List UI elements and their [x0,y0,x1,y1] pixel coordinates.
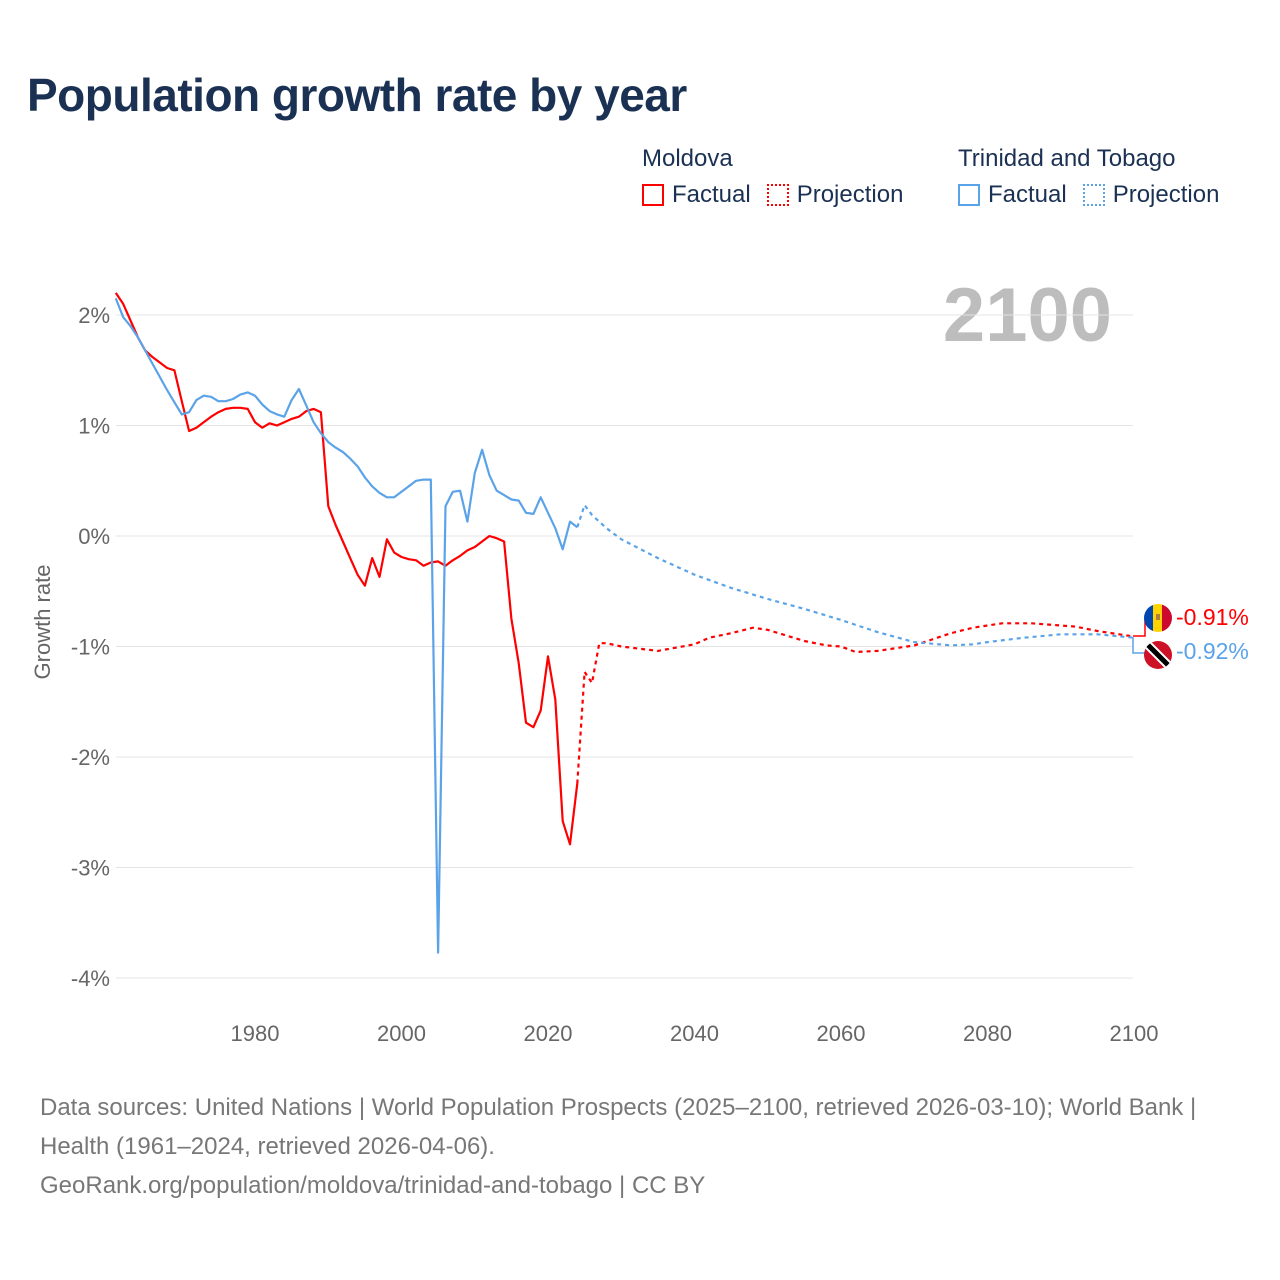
legend-label: Factual [672,181,751,208]
legend-trinidad-projection[interactable]: Projection [1082,181,1220,209]
legend-label: Projection [796,181,904,208]
y-axis-label: Growth rate [30,565,55,680]
series-line-trinidad-and-tobago-projection [576,504,1135,647]
footer: Data sources: United Nations | World Pop… [40,1088,1240,1205]
x-tick-label: 1980 [231,1021,280,1046]
dotted-swatch-icon [1082,184,1105,206]
y-tick-label: 0% [78,524,110,549]
solid-swatch-icon [642,184,664,206]
y-tick-label: -4% [71,966,110,991]
end-label-trinidad: -0.92% [1176,638,1249,664]
dotted-swatch-icon [766,184,789,206]
x-tick-label: 2040 [670,1021,719,1046]
legend-moldova-projection[interactable]: Projection [766,181,904,209]
legend-group-name: Trinidad and Tobago [958,145,1176,172]
series-line-trinidad-and-tobago-factual [114,297,578,954]
legend-moldova-factual[interactable]: Factual [642,181,751,209]
legend-trinidad: Trinidad and Tobago Factual Projection [958,145,1235,209]
legend-group-name: Moldova [642,145,733,172]
legend-moldova: Moldova Factual Projection [642,145,919,209]
legend-label: Factual [988,181,1067,208]
chart-title: Population growth rate by year [27,69,687,121]
trinidad-flag-icon [1144,641,1172,669]
moldova-flag-icon [1144,604,1172,632]
x-tick-label: 2060 [817,1021,866,1046]
series-line-moldova-projection [576,622,1135,784]
y-tick-label: 2% [78,303,110,328]
x-tick-label: 2080 [963,1021,1012,1046]
legend-label: Projection [1112,181,1220,208]
y-tick-label: -2% [71,745,110,770]
data-sources: Data sources: United Nations | World Pop… [40,1094,1197,1160]
x-tick-label: 2100 [1110,1021,1159,1046]
y-tick-label: -1% [71,635,110,660]
end-label-moldova: -0.91% [1176,604,1249,630]
x-tick-label: 2000 [377,1021,426,1046]
legend-trinidad-factual[interactable]: Factual [958,181,1067,209]
series-line-moldova-factual [114,292,579,846]
y-tick-label: 1% [78,414,110,439]
source-url[interactable]: GeoRank.org/population/moldova/trinidad-… [40,1172,706,1199]
solid-swatch-icon [958,184,980,206]
x-tick-label: 2020 [524,1021,573,1046]
y-tick-label: -3% [71,856,110,881]
